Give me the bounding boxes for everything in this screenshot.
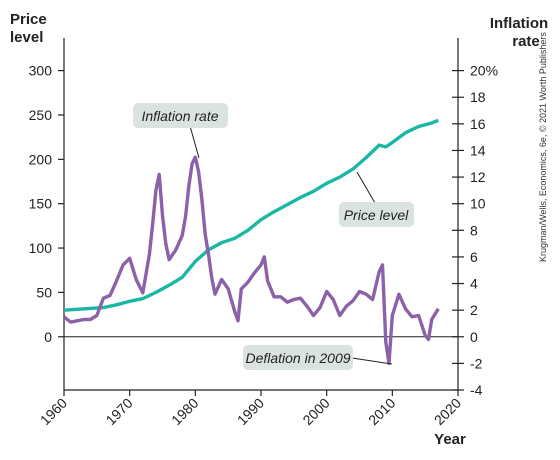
deflation-callout-label: Deflation in 2009 xyxy=(245,350,350,366)
price-callout-box xyxy=(339,202,414,227)
deflation-callout-leader xyxy=(351,357,393,365)
right-axis-tick-label: 14 xyxy=(470,142,486,158)
x-axis-tick-label: 2020 xyxy=(431,395,464,428)
price-callout-leader xyxy=(356,171,376,204)
inflation-callout-label: Inflation rate xyxy=(141,108,218,124)
left-axis-tick-label: 300 xyxy=(29,63,53,79)
left-axis-tick-label: 150 xyxy=(29,196,53,212)
right-axis-tick-label: -4 xyxy=(470,382,483,398)
inflation-rate-series xyxy=(62,155,440,366)
right-axis-tick-label: 2 xyxy=(470,302,478,318)
price-level-callout: Price level xyxy=(339,171,414,227)
right-axis-tick-labels: -4 -2 0 2 4 6 8 10 12 14 16 18 20% xyxy=(470,63,498,398)
right-axis-tick-label: 12 xyxy=(470,169,486,185)
credit-text: Krugman/Wells, Economics, 6e, © 2021 Wor… xyxy=(538,32,548,262)
x-axis-title: Year xyxy=(434,431,466,448)
left-axis-tick-label: 100 xyxy=(29,240,53,256)
inflation-callout-leader xyxy=(189,125,200,159)
inflation-rate-callout: Inflation rate xyxy=(133,103,228,159)
right-axis-tick-label: 6 xyxy=(470,249,478,265)
inflation-callout-box xyxy=(133,103,228,128)
left-axis-tick-label: 250 xyxy=(29,107,53,123)
left-axis-tick-label: 0 xyxy=(44,329,52,345)
price-level-series xyxy=(63,118,439,312)
x-axis-tick-label: 1970 xyxy=(102,395,135,428)
left-axis-tick-label: 50 xyxy=(36,284,52,300)
x-axis-tick-label: 1990 xyxy=(234,395,267,428)
x-axis-tick-label: 1980 xyxy=(168,395,201,428)
left-axis-title-line1: Price xyxy=(10,11,47,28)
x-axis-tick-labels: 1960 1970 1980 1990 2000 2010 2020 xyxy=(37,395,464,428)
x-axis-tick-label: 2000 xyxy=(299,395,332,428)
right-axis-tick-label: 8 xyxy=(470,222,478,238)
deflation-callout-box xyxy=(243,345,353,370)
deflation-callout: Deflation in 2009 xyxy=(243,345,393,370)
left-axis-title-line2: level xyxy=(10,29,43,46)
right-axis-tick-label: 16 xyxy=(470,116,486,132)
right-axis-tick-label: -2 xyxy=(470,355,483,371)
x-axis-tick-label: 1960 xyxy=(37,395,70,428)
x-axis-tick-label: 2010 xyxy=(365,395,398,428)
right-axis-title-line2: rate xyxy=(512,33,540,50)
right-axis-tick-label: 4 xyxy=(470,276,478,292)
right-axis-tick-label: 0 xyxy=(470,329,478,345)
price-callout-label: Price level xyxy=(344,207,409,223)
right-axis-tick-label: 10 xyxy=(470,196,486,212)
right-axis-tick-label: 18 xyxy=(470,89,486,105)
right-axis-tick-label: 20% xyxy=(470,63,498,79)
left-axis-tick-label: 200 xyxy=(29,151,53,167)
left-axis-tick-labels: 0 50 100 150 200 250 300 xyxy=(29,63,53,345)
right-axis-title-line1: Inflation xyxy=(490,15,548,32)
